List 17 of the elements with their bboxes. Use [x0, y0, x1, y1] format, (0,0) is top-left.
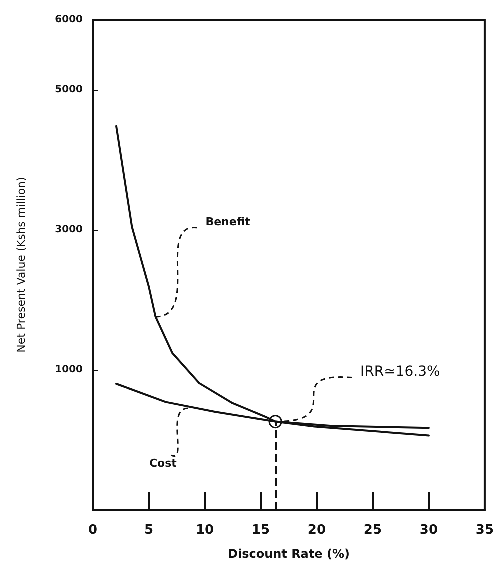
x-tick-label: 0: [88, 523, 98, 538]
annotation: Cost: [149, 457, 177, 470]
y-tick-label: 3000: [55, 224, 84, 236]
annotation: Benefit: [206, 216, 250, 229]
y-tick-label: 6000: [55, 14, 84, 26]
x-tick-label: 15: [252, 523, 270, 538]
x-axis-title: Discount Rate (%): [228, 547, 350, 561]
x-tick-label: 5: [144, 523, 154, 538]
x-tick-label: 10: [196, 523, 214, 538]
x-tick-label: 25: [364, 523, 382, 538]
y-tick-label: 1000: [55, 364, 84, 376]
x-tick-label: 35: [476, 523, 494, 538]
y-axis-title: Net Present Value (Kshs million): [15, 177, 28, 353]
y-tick-label: 5000: [55, 84, 84, 96]
x-tick-label: 20: [308, 523, 326, 538]
annotation: IRR≃16.3%: [360, 364, 440, 380]
x-tick-label: 30: [420, 523, 438, 538]
